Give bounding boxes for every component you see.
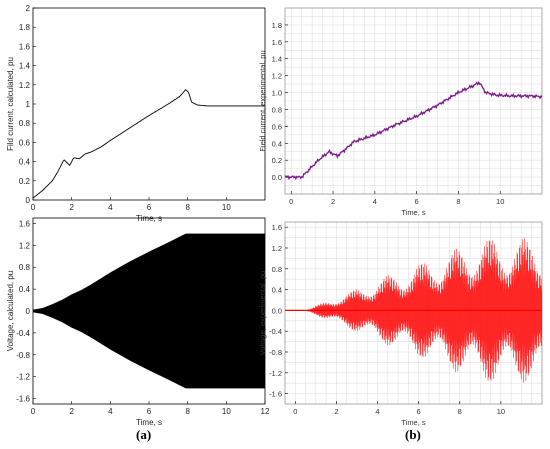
x-tick-label: 6 [417, 407, 421, 416]
y-tick-label: 0 [26, 196, 31, 205]
y-tick-label: 0.8 [19, 119, 31, 128]
y-tick-label: 0.2 [19, 177, 31, 186]
y-tick-label: -0.8 [16, 351, 30, 360]
y-axis-label: Voltage, experimental, pu [258, 271, 267, 356]
x-axis-label: Time, s [136, 214, 162, 223]
y-tick-label: 0.4 [272, 139, 282, 148]
x-tick-label: 0 [289, 197, 293, 206]
x-tick-label: 2 [69, 203, 74, 212]
y-tick-label: -0.8 [269, 348, 282, 357]
y-tick-label: 1.4 [272, 55, 282, 64]
x-tick-label: 6 [147, 407, 152, 416]
x-tick-label: 10 [497, 407, 505, 416]
x-tick-label: 8 [185, 407, 190, 416]
series-line [33, 89, 265, 199]
y-tick-label: 1.2 [272, 244, 282, 253]
plot-data [285, 238, 542, 383]
x-tick-label: 6 [415, 197, 419, 206]
y-tick-label: 1.8 [272, 21, 282, 30]
y-tick-label: 0.0 [272, 173, 282, 182]
x-tick-label: 8 [456, 197, 460, 206]
y-tick-label: 1.0 [272, 89, 282, 98]
x-tick-label: 0 [31, 407, 36, 416]
y-tick-label: -1.6 [16, 395, 30, 404]
y-tick-label: 0.8 [272, 265, 282, 274]
y-tick-label: 1.6 [19, 219, 31, 228]
y-tick-label: 0.4 [19, 158, 31, 167]
y-tick-label: 1 [26, 100, 31, 109]
x-tick-label: 2 [334, 407, 338, 416]
y-tick-label: 2 [26, 4, 31, 13]
y-tick-label: 1.6 [272, 38, 282, 47]
chart-voltage-calculated: 0 2 4 6 8 10 12 -1.6 -1.2 -0.8 -0.4 0 0.4 0.8 1.2 1.6 Ti… [6, 217, 270, 427]
x-tick-label: 8 [458, 407, 462, 416]
x-tick-label: 10 [496, 197, 504, 206]
x-tick-label: 2 [69, 407, 74, 416]
series-line [285, 80, 542, 181]
y-tick-label: 0.2 [272, 156, 282, 165]
x-tick-label: 8 [185, 203, 190, 212]
y-tick-label: 1.2 [19, 241, 31, 250]
y-axis-label: Fild current, calculated, pu [6, 57, 15, 151]
chart-field-current-experimental: 0 2 4 6 8 10 0.0 0.2 0.4 0.6 0.8 1.0 1.2 1.4 1.6 1.8 Tim… [258, 7, 543, 217]
series-line [285, 238, 542, 383]
y-tick-label: 0.8 [19, 263, 31, 272]
y-tick-label: 1.6 [19, 42, 31, 51]
y-axis-label: Field current, experimental, pu [258, 50, 267, 151]
x-tick-label: 12 [261, 407, 270, 416]
y-tick-label: 1.4 [19, 62, 31, 71]
panel-label-b: (b) [405, 427, 421, 442]
y-tick-label: 0 [26, 307, 31, 316]
x-tick-label: 2 [331, 197, 335, 206]
plot-frame [284, 7, 543, 195]
y-tick-label: 1.8 [19, 23, 31, 32]
y-tick-label: 1.2 [19, 81, 31, 90]
plot-data [33, 233, 265, 389]
chart-field-current-calculated: 0 2 4 6 8 10 0 0.2 0.4 0.6 0.8 1 1.2 1.4 1.6 1.8 2 Time, … [6, 4, 266, 223]
y-tick-label: -0.4 [16, 329, 30, 338]
x-tick-label: 4 [108, 203, 113, 212]
y-tick-label: -1.6 [269, 390, 282, 399]
y-tick-label: -0.4 [269, 327, 282, 336]
x-tick-label: 4 [373, 197, 377, 206]
panel-label-a: (a) [136, 427, 152, 442]
chart-voltage-experimental: 0 2 4 6 8 10 -1.6 -1.2 -0.8 -0.4 0.0 0.4 0.8 1.2 1.6 Ti… [258, 221, 543, 427]
y-tick-label: -1.2 [16, 373, 30, 382]
x-tick-label: 0 [31, 203, 36, 212]
x-axis-label: Time, s [136, 418, 162, 427]
y-tick-label: 0.6 [272, 122, 282, 131]
y-tick-label: 0.4 [19, 285, 31, 294]
y-tick-label: -1.2 [269, 369, 282, 378]
y-tick-label: 0.4 [272, 286, 282, 295]
y-axis-label: Voltage, calculated, pu [6, 271, 15, 352]
x-tick-label: 10 [222, 407, 231, 416]
plot-frame [32, 7, 266, 201]
x-tick-label: 0 [293, 407, 297, 416]
y-tick-label: 1.6 [272, 223, 282, 232]
x-tick-label: 4 [108, 407, 113, 416]
y-tick-label: 0.8 [272, 105, 282, 114]
x-axis-label: Time, s [401, 418, 426, 427]
y-tick-label: 0.6 [19, 138, 31, 147]
series-envelope [33, 233, 265, 389]
y-tick-label: 0.0 [272, 306, 282, 315]
x-tick-label: 10 [222, 203, 231, 212]
y-tick-label: 1.2 [272, 72, 282, 81]
plot-data [285, 80, 542, 181]
x-tick-label: 4 [375, 407, 379, 416]
plot-data [33, 89, 265, 199]
x-axis-label: Time, s [401, 208, 426, 217]
x-tick-label: 6 [147, 203, 152, 212]
